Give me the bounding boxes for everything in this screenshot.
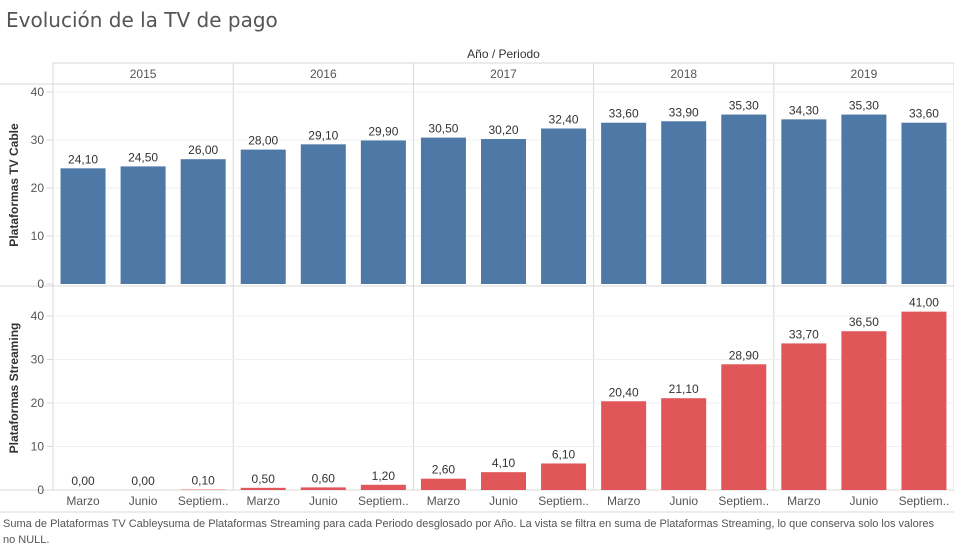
bar-2017-2-streaming <box>541 463 587 490</box>
data-label: 0,00 <box>71 474 95 488</box>
bar-2016-0-streaming <box>240 487 286 490</box>
data-label: 29,10 <box>308 128 338 142</box>
period-label: Junio <box>850 494 879 508</box>
period-label: Septiem.. <box>358 494 409 508</box>
data-label: 34,30 <box>789 103 819 117</box>
y-tick-label: 0 <box>37 277 44 291</box>
bar-2016-1-cable <box>300 144 346 284</box>
period-label: Junio <box>489 494 518 508</box>
data-label: 33,60 <box>909 107 939 121</box>
data-label: 21,10 <box>669 382 699 396</box>
bar-2019-2-streaming <box>901 311 947 490</box>
bar-2016-2-cable <box>360 140 406 284</box>
data-label: 2,60 <box>432 463 456 477</box>
bar-2019-1-cable <box>841 114 887 284</box>
y-tick-label: 0 <box>37 483 44 497</box>
bar-2015-2-cable <box>180 159 226 284</box>
year-label-2015: 2015 <box>130 67 157 81</box>
period-label: Marzo <box>787 494 821 508</box>
data-label: 26,00 <box>188 143 218 157</box>
data-label: 20,40 <box>609 385 639 399</box>
bar-2017-2-cable <box>541 128 587 284</box>
chart-title: Evolución de la TV de pago <box>6 8 278 32</box>
period-label: Septiem.. <box>899 494 950 508</box>
y-axis-title: Plataformas TV Cable <box>7 123 21 247</box>
data-label: 0,00 <box>131 474 155 488</box>
y-axis-title: Plataformas Streaming <box>7 323 21 454</box>
bar-2015-1-cable <box>120 166 166 284</box>
bar-2018-0-cable <box>601 122 647 284</box>
year-label-2016: 2016 <box>310 67 337 81</box>
bar-2016-1-streaming <box>300 487 346 490</box>
bar-2019-1-streaming <box>841 331 887 490</box>
bar-2016-2-streaming <box>360 484 406 490</box>
data-label: 28,00 <box>248 134 278 148</box>
column-header: Año / Periodo <box>467 47 540 61</box>
data-label: 35,30 <box>849 99 879 113</box>
bar-2018-0-streaming <box>601 401 647 490</box>
bar-2017-1-streaming <box>481 472 526 490</box>
y-tick-label: 40 <box>31 309 45 323</box>
data-label: 33,60 <box>609 107 639 121</box>
data-label: 41,00 <box>909 296 939 310</box>
y-tick-label: 20 <box>31 181 45 195</box>
y-tick-label: 10 <box>31 440 45 454</box>
data-label: 1,20 <box>372 469 396 483</box>
period-label: Septiem.. <box>718 494 769 508</box>
data-label: 24,50 <box>128 150 158 164</box>
data-label: 24,10 <box>68 152 98 166</box>
data-label: 36,50 <box>849 315 879 329</box>
y-tick-label: 30 <box>31 353 45 367</box>
data-label: 6,10 <box>552 447 576 461</box>
bar-2019-0-cable <box>781 119 827 284</box>
data-label: 0,60 <box>312 471 336 485</box>
bar-2015-0-cable <box>60 168 106 284</box>
period-label: Marzo <box>607 494 641 508</box>
data-label: 30,20 <box>488 123 518 137</box>
period-label: Septiem.. <box>178 494 229 508</box>
data-label: 33,90 <box>669 105 699 119</box>
y-tick-label: 20 <box>31 396 45 410</box>
period-label: Junio <box>669 494 698 508</box>
bar-2018-1-cable <box>661 121 707 284</box>
period-label: Junio <box>129 494 158 508</box>
bar-2018-1-streaming <box>661 398 707 490</box>
data-label: 4,10 <box>492 456 516 470</box>
period-label: Marzo <box>247 494 281 508</box>
data-label: 28,90 <box>729 348 759 362</box>
data-label: 0,50 <box>252 472 276 486</box>
data-label: 0,10 <box>191 474 215 488</box>
bar-2016-0-cable <box>240 149 286 284</box>
period-label: Junio <box>309 494 338 508</box>
data-label: 30,50 <box>428 122 458 136</box>
data-label: 35,30 <box>729 99 759 113</box>
period-label: Marzo <box>427 494 461 508</box>
bar-2019-2-cable <box>901 122 947 284</box>
period-label: Septiem.. <box>538 494 589 508</box>
data-label: 29,90 <box>368 124 398 138</box>
bar-2018-2-streaming <box>721 364 767 490</box>
y-tick-label: 40 <box>31 85 45 99</box>
bar-2017-0-streaming <box>420 478 466 490</box>
y-tick-label: 30 <box>31 133 45 147</box>
chart-caption: Suma de Plataformas TV Cableysuma de Pla… <box>3 518 935 546</box>
bar-2018-2-cable <box>721 114 767 284</box>
year-label-2018: 2018 <box>670 67 697 81</box>
y-tick-label: 10 <box>31 229 45 243</box>
bar-2017-0-cable <box>420 137 466 284</box>
bar-2019-0-streaming <box>781 343 827 490</box>
year-label-2019: 2019 <box>851 67 878 81</box>
year-label-2017: 2017 <box>490 67 517 81</box>
period-label: Marzo <box>66 494 100 508</box>
bar-2017-1-cable <box>481 139 526 284</box>
data-label: 33,70 <box>789 327 819 341</box>
data-label: 32,40 <box>549 112 579 126</box>
